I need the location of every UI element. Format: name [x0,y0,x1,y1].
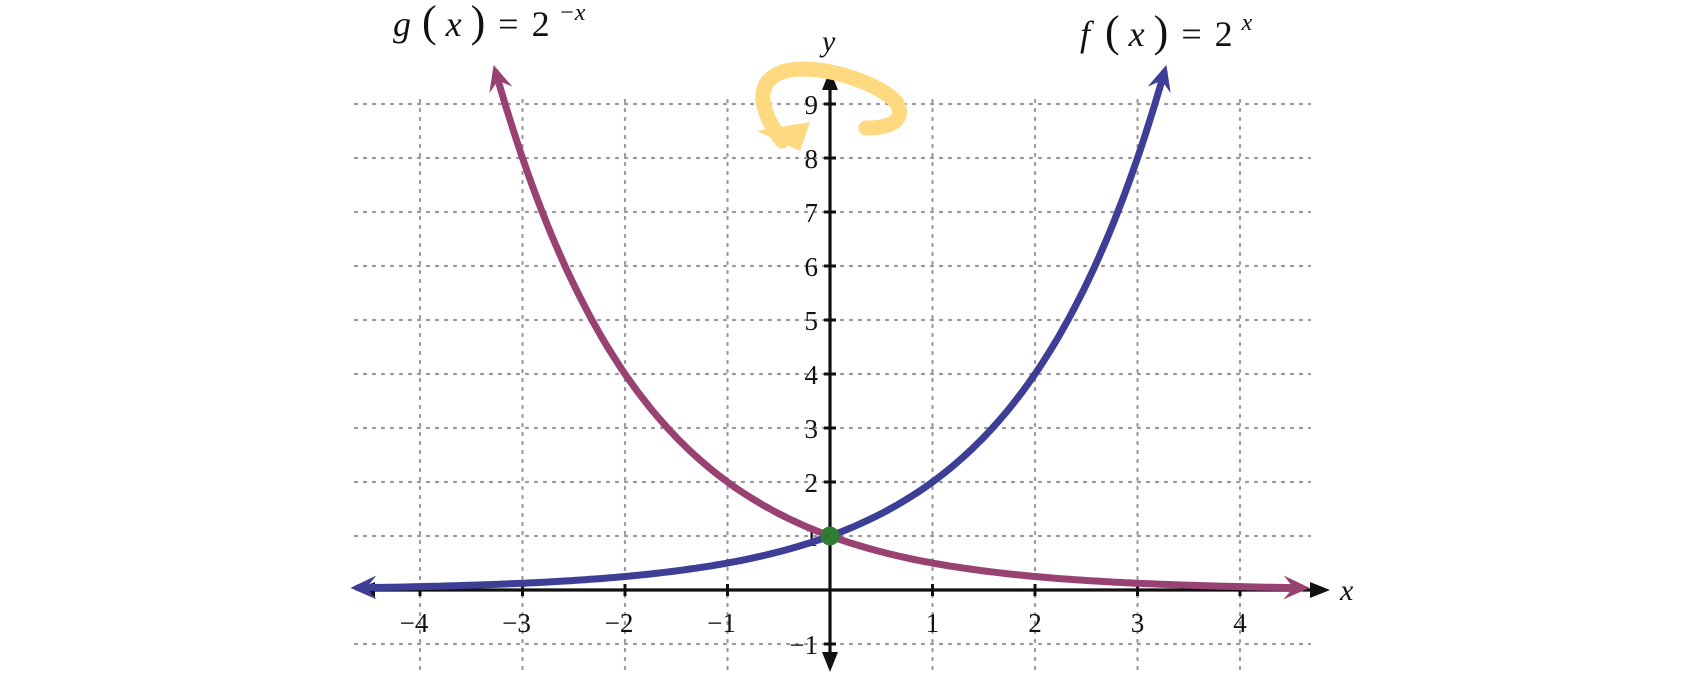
g-label-close-paren: ) [471,0,486,46]
g-label-open-paren: ( [422,0,437,46]
x-axis-title: x [1339,574,1354,607]
y-tick-label: 4 [805,360,819,390]
g-label-var: x [445,4,462,44]
y-tick-label: −1 [789,630,818,660]
x-tick-label: −3 [502,608,531,638]
x-tick-label: 2 [1028,608,1042,638]
x-tick-label: −2 [605,608,634,638]
y-tick-label: 3 [805,414,819,444]
y-axis-title: y [819,25,836,58]
g-label-base: 2 [532,4,550,44]
f-function-label: f ( x ) = 2 x [1080,7,1253,56]
y-tick-label: 8 [805,144,819,174]
x-tick-label: −4 [400,608,429,638]
f-label-equals: = [1181,14,1201,54]
y-tick-label: 6 [805,252,819,282]
y-axis-bottom-arrow [822,652,838,672]
x-tick-label: 4 [1233,608,1247,638]
annotations [755,61,907,151]
y-axis-top-arrow [822,70,838,90]
curves [350,65,1310,600]
y-tick-label: 5 [805,306,819,336]
x-tick-label: −1 [707,608,736,638]
reflection-arrowhead [757,122,810,151]
x-tick-label: 1 [926,608,940,638]
x-tick-label: 3 [1131,608,1145,638]
points [820,526,840,546]
y-tick-label: 7 [805,198,819,228]
g-label-exponent: −x [559,0,586,26]
f-label-var: x [1128,14,1145,54]
y-tick-label: 2 [805,468,819,498]
g-curve-arrow-end [1283,575,1310,600]
g-curve-arrow-start [489,65,513,94]
reflection-arrow [755,61,907,149]
g-label-fn: g [393,4,411,44]
g-function-label: g ( x ) = 2 −x [393,0,586,46]
y-tick-label: 9 [805,90,819,120]
f-label-exponent: x [1241,10,1253,36]
f-label-close-paren: ) [1154,7,1169,56]
f-label-open-paren: ( [1105,7,1120,56]
f-label-fn: f [1080,14,1095,54]
f-curve-arrow-start [350,575,377,600]
intersection-point [820,526,840,546]
f-label-base: 2 [1215,14,1233,54]
g-label-equals: = [498,4,518,44]
f-curve [355,69,1168,592]
x-axis-right-arrow [1310,582,1330,598]
g-curve [492,69,1305,592]
f-curve-arrow-end [1147,65,1171,94]
